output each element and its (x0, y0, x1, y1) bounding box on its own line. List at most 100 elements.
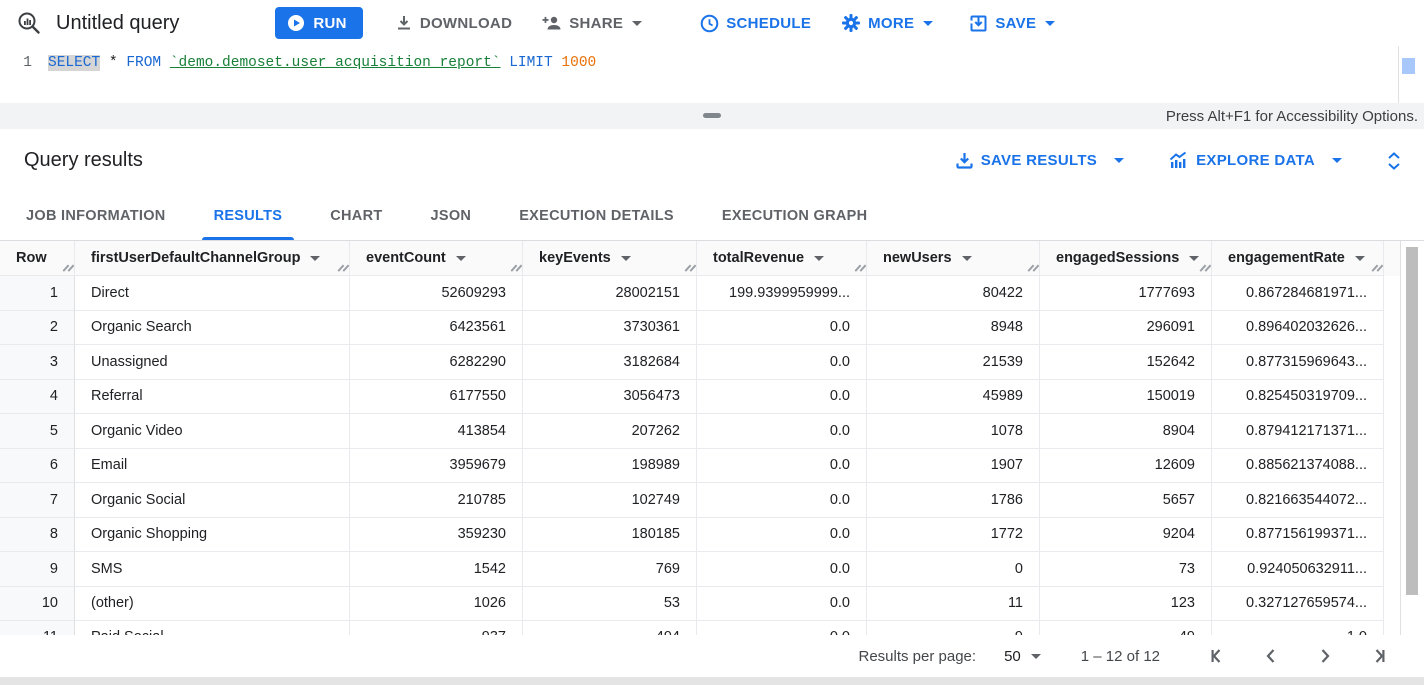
table-cell: 3959679 (350, 448, 523, 483)
first-page-button[interactable] (1190, 641, 1244, 671)
run-button[interactable]: RUN (275, 7, 363, 39)
table-cell: 3182684 (523, 345, 697, 380)
tab-json[interactable]: JSON (430, 208, 472, 224)
more-button[interactable]: MORE (841, 13, 934, 33)
table-cell: Referral (75, 379, 350, 414)
table-cell: 52609293 (350, 276, 523, 311)
column-resize-grip[interactable] (61, 263, 74, 273)
table-row: 5 Organic Video 413854 207262 0.0 1078 8904 0.8… (0, 414, 1400, 449)
column-resize-grip[interactable] (509, 263, 522, 273)
table-cell: 123 (1040, 586, 1212, 621)
column-header-totalrevenue[interactable]: totalRevenue (697, 241, 867, 276)
table-cell: (other) (75, 586, 350, 621)
unfold-icon (1388, 151, 1400, 170)
column-menu-caret[interactable] (620, 255, 631, 261)
table-cell: Organic Social (75, 483, 350, 518)
column-header-engagementrate[interactable]: engagementRate (1212, 241, 1384, 276)
column-header-row[interactable]: Row (0, 241, 75, 276)
tab-chart[interactable]: CHART (330, 208, 383, 224)
save-icon (970, 15, 987, 31)
tab-execution-details[interactable]: EXECUTION DETAILS (519, 208, 674, 224)
table-cell: 1786 (867, 483, 1040, 518)
table-row: 6 Email 3959679 198989 0.0 1907 12609 0.8856213… (0, 448, 1400, 483)
table-row: 8 Organic Shopping 359230 180185 0.0 1772 9204… (0, 517, 1400, 552)
column-resize-grip[interactable] (683, 263, 696, 273)
table-cell: 5657 (1040, 483, 1212, 518)
query-toolbar: Untitled query RUN DOWNLOAD SHARE SCHEDU… (0, 0, 1424, 46)
column-resize-grip[interactable] (853, 263, 866, 273)
column-header-engagedsessions[interactable]: engagedSessions (1040, 241, 1212, 276)
play-icon (288, 15, 305, 31)
table-cell: 0.0 (697, 310, 867, 345)
pane-splitter-handle[interactable] (703, 113, 721, 118)
schedule-button[interactable]: SCHEDULE (700, 14, 811, 33)
table-cell: 3730361 (523, 310, 697, 345)
last-page-button[interactable] (1352, 641, 1406, 671)
editor-scrollbar[interactable] (1398, 46, 1424, 103)
column-resize-grip[interactable] (1026, 263, 1039, 273)
table-header-row: Row firstUserDefaultChannelGroup eventCoun… (0, 241, 1400, 276)
column-label: totalRevenue (713, 250, 805, 266)
row-number-cell: 7 (0, 483, 75, 518)
column-menu-caret[interactable] (455, 255, 466, 261)
table-cell: 0.867284681971... (1212, 276, 1384, 311)
explore-data-chart-icon (1169, 151, 1187, 168)
add-person-icon (542, 16, 561, 30)
previous-page-button[interactable] (1244, 641, 1298, 671)
row-number-cell: 6 (0, 448, 75, 483)
code-line: 1 SELECT * FROM `demo.demoset.user_acqui… (0, 46, 1424, 71)
save-button[interactable]: SAVE (969, 14, 1056, 33)
download-button[interactable]: DOWNLOAD (395, 14, 512, 32)
column-menu-caret[interactable] (310, 255, 321, 261)
sql-table-reference-link[interactable]: `demo.demoset.user_acquisition_report` (169, 55, 501, 71)
column-header-firstuserdefaultchannelgroup[interactable]: firstUserDefaultChannelGroup (75, 241, 350, 276)
column-header-eventcount[interactable]: eventCount (350, 241, 523, 276)
query-results-header: Query results SAVE RESULTS EXPLORE DATA (0, 129, 1424, 192)
expand-results-button[interactable] (1386, 151, 1402, 171)
column-label: keyEvents (539, 250, 611, 266)
column-resize-grip[interactable] (336, 263, 349, 273)
table-cell: 49 (1040, 621, 1212, 635)
sql-editor[interactable]: 1 SELECT * FROM `demo.demoset.user_acqui… (0, 46, 1424, 103)
tab-results[interactable]: RESULTS (190, 192, 307, 240)
table-cell: Paid Social (75, 621, 350, 635)
chevron-right-icon (1321, 649, 1330, 663)
table-cell: Email (75, 448, 350, 483)
column-header-newusers[interactable]: newUsers (867, 241, 1040, 276)
save-results-button[interactable]: SAVE RESULTS (955, 151, 1125, 170)
line-number: 1 (23, 55, 32, 71)
column-menu-caret[interactable] (814, 255, 825, 261)
table-cell: 102749 (523, 483, 697, 518)
column-menu-caret[interactable] (1189, 255, 1200, 261)
share-dropdown-caret (632, 20, 643, 26)
column-menu-caret[interactable] (961, 255, 972, 261)
query-results-title: Query results (24, 149, 143, 171)
table-cell: 0.825450319709... (1212, 379, 1384, 414)
column-resize-grip[interactable] (1198, 263, 1211, 273)
tab-execution-graph[interactable]: EXECUTION GRAPH (721, 208, 868, 224)
column-label: engagementRate (1228, 250, 1345, 266)
editor-scrollbar-thumb[interactable] (1402, 58, 1415, 74)
accessibility-strip: Press Alt+F1 for Accessibility Options. (0, 103, 1424, 129)
share-button[interactable]: SHARE (542, 14, 643, 32)
accessibility-hint: Press Alt+F1 for Accessibility Options. (1165, 107, 1418, 125)
sql-statement: SELECT * FROM `demo.demoset.user_acquisi… (48, 55, 596, 71)
table-cell: 9204 (1040, 517, 1212, 552)
next-page-button[interactable] (1298, 641, 1352, 671)
table-scrollbar-thumb[interactable] (1406, 247, 1418, 595)
column-resize-grip[interactable] (1370, 263, 1383, 273)
tab-job-information[interactable]: JOB INFORMATION (26, 208, 166, 224)
gear-icon (842, 14, 861, 32)
table-cell: Unassigned (75, 345, 350, 380)
table-cell: 53 (523, 586, 697, 621)
table-cell: 1542 (350, 552, 523, 587)
column-menu-caret[interactable] (1354, 255, 1365, 261)
table-cell: 296091 (1040, 310, 1212, 345)
table-cell: 8904 (1040, 414, 1212, 449)
explore-data-button[interactable]: EXPLORE DATA (1168, 151, 1342, 170)
table-vertical-scrollbar[interactable] (1400, 241, 1424, 635)
column-header-keyevents[interactable]: keyEvents (523, 241, 697, 276)
table-cell: 21539 (867, 345, 1040, 380)
page-size-select[interactable]: 50 (1004, 648, 1041, 665)
table-cell: 0.924050632911... (1212, 552, 1384, 587)
